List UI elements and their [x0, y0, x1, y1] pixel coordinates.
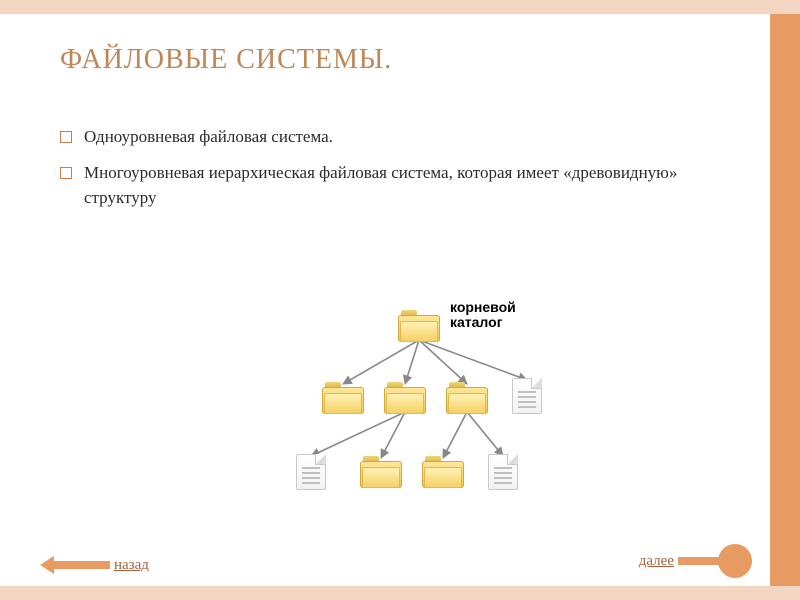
nav-back-label: назад	[114, 557, 149, 574]
folder-icon	[422, 456, 464, 488]
bullet-item: Многоуровневая иерархическая файловая си…	[60, 160, 720, 211]
frame-bottom	[0, 586, 800, 600]
folder-icon	[398, 310, 440, 342]
bullet-list: Одноуровневая файловая система. Многоуро…	[60, 124, 720, 211]
file-icon	[512, 378, 542, 414]
nav-back-link[interactable]: назад	[40, 556, 149, 574]
slide-content: ФАЙЛОВЫЕ СИСТЕМЫ. Одноуровневая файловая…	[0, 14, 770, 586]
folder-icon	[360, 456, 402, 488]
arrow-left-icon	[40, 556, 110, 574]
bullet-item: Одноуровневая файловая система.	[60, 124, 720, 150]
file-icon	[296, 454, 326, 490]
frame-top	[0, 0, 800, 14]
nav-next-link[interactable]: далее	[639, 552, 748, 570]
nav-next-label: далее	[639, 553, 674, 570]
accent-strip	[770, 14, 800, 586]
page-title: ФАЙЛОВЫЕ СИСТЕМЫ.	[60, 44, 720, 76]
root-label: корневой каталог	[450, 300, 516, 331]
folder-icon	[322, 382, 364, 414]
folder-icon	[446, 382, 488, 414]
file-icon	[488, 454, 518, 490]
folder-icon	[384, 382, 426, 414]
tree-diagram: корневой каталог	[280, 304, 580, 504]
arrow-right-icon	[678, 552, 748, 570]
